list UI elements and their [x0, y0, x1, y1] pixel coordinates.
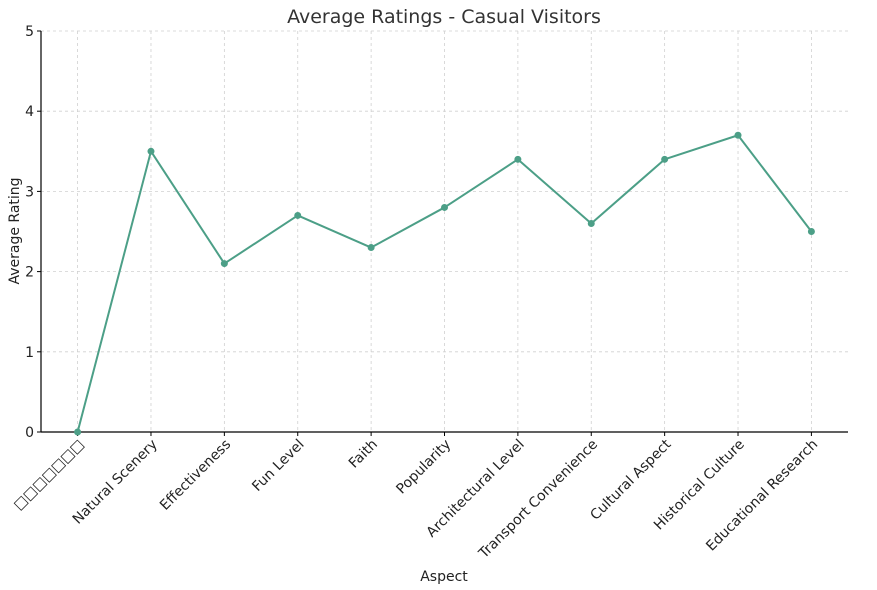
- series-layer: [74, 131, 815, 436]
- y-tick-labels: 0 1 2 3 4 5: [25, 24, 34, 441]
- y-tick-label: 0: [25, 425, 34, 441]
- x-tick-label: Fun Level: [249, 437, 307, 495]
- y-tick-label: 5: [25, 24, 34, 40]
- data-point: [807, 228, 815, 235]
- data-point: [74, 428, 82, 436]
- data-point: [514, 155, 522, 163]
- x-tick-label: Transport Convenience: [475, 437, 601, 563]
- data-point: [587, 219, 595, 227]
- chart-title: Average Ratings - Casual Visitors: [287, 6, 601, 28]
- x-tick-label: Faith: [346, 437, 381, 472]
- y-tick-label: 4: [25, 104, 34, 120]
- axes-layer: [37, 30, 848, 436]
- data-point: [220, 260, 228, 268]
- data-point: [294, 211, 302, 219]
- x-tick-label: Popularity: [393, 437, 454, 498]
- y-tick-label: 1: [25, 345, 34, 361]
- data-point: [661, 155, 669, 163]
- y-axis-label: Average Rating: [7, 177, 23, 284]
- grid-layer: [41, 30, 848, 433]
- data-point: [367, 244, 375, 252]
- data-point: [441, 203, 448, 211]
- x-axis-label: Aspect: [420, 569, 468, 585]
- x-tick-label: Effectiveness: [157, 437, 234, 514]
- data-point: [734, 131, 742, 139]
- y-tick-label: 3: [25, 184, 34, 200]
- y-tick-label: 2: [25, 265, 34, 281]
- data-point: [147, 147, 155, 155]
- x-tick-label: □□□□□□□: [11, 437, 88, 514]
